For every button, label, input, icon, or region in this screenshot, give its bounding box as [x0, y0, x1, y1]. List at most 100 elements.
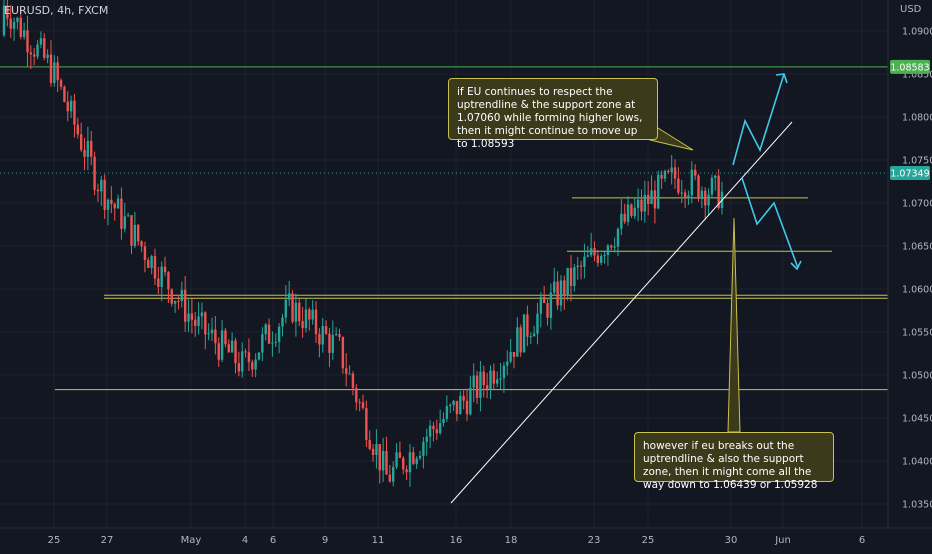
candle-body	[553, 281, 556, 293]
candle-body	[224, 330, 227, 345]
candle-body	[103, 179, 106, 210]
price-tick-label: 1.04500	[902, 414, 932, 425]
candle-body	[46, 54, 49, 58]
candle-body	[230, 340, 234, 353]
candle-body	[254, 359, 257, 370]
candle-body	[116, 198, 120, 209]
price-tick-label: 1.03500	[902, 500, 932, 511]
candle-body	[284, 299, 288, 318]
candle-body	[717, 175, 720, 209]
candle-body	[251, 362, 254, 370]
price-tick-label: 1.06500	[902, 242, 932, 253]
candle-body	[200, 312, 204, 317]
candle-body	[502, 365, 506, 379]
candle-body	[271, 342, 274, 344]
candle-body	[512, 352, 516, 357]
candle-body	[704, 190, 707, 206]
candle-body	[133, 224, 137, 246]
candle-body	[331, 334, 335, 353]
annotation-bullish: if EU continues to respect the uptrendli…	[448, 78, 658, 150]
candle-body	[257, 352, 261, 360]
time-tick-label: 9	[322, 535, 328, 546]
candle-body	[244, 351, 247, 353]
candle-body	[492, 370, 496, 384]
candle-body	[556, 281, 559, 306]
candle-body	[153, 256, 157, 279]
candle-body	[126, 215, 130, 217]
candle-body	[66, 101, 69, 112]
candle-body	[130, 215, 133, 246]
candle-body	[160, 266, 163, 287]
time-tick-label: 6	[270, 535, 276, 546]
candle-body	[620, 213, 623, 229]
candle-body	[636, 199, 640, 208]
candle-body	[445, 406, 449, 419]
candle-body	[100, 179, 103, 192]
bearish-arrowhead	[790, 260, 802, 271]
price-badge-text: 1.08583	[890, 62, 929, 73]
time-tick-label: 23	[588, 535, 601, 546]
candle-body	[693, 169, 697, 176]
candle-body	[589, 248, 593, 256]
candle-body	[86, 140, 90, 157]
price-axis: USD 1.03500 1.04000 1.04500 1.05000 1.05500 1.…	[0, 0, 932, 529]
candle-body	[542, 296, 546, 303]
candle-body	[120, 198, 123, 229]
price-tick-label: 1.09000	[902, 27, 932, 38]
candle-body	[385, 450, 388, 475]
candle-body	[499, 378, 502, 380]
candle-body	[32, 54, 36, 57]
candle-body	[277, 326, 281, 342]
price-tick-label: 1.08500	[902, 70, 932, 81]
candle-body	[26, 30, 29, 53]
candle-body	[157, 278, 160, 287]
candle-body	[287, 293, 291, 300]
candle-body	[264, 324, 267, 335]
candle-body	[143, 246, 147, 261]
price-tick-label: 1.05000	[902, 371, 932, 382]
candle-body	[110, 199, 113, 205]
candle-body	[6, 5, 9, 19]
time-tick-label: 4	[242, 535, 248, 546]
candle-body	[173, 300, 177, 304]
candle-body	[140, 241, 143, 247]
candle-body	[177, 300, 180, 302]
candle-body	[670, 167, 673, 173]
candle-body	[170, 289, 173, 304]
candle-body	[36, 44, 39, 57]
candle-body	[375, 444, 378, 455]
candle-body	[318, 334, 321, 345]
candle-body	[660, 174, 663, 179]
candle-body	[237, 363, 241, 372]
candle-body	[83, 149, 86, 157]
candle-body	[714, 175, 717, 178]
candle-body	[489, 370, 492, 390]
time-axis: 25 27 May 4 6 9 11 16 18 23 25 30 Jun 6	[48, 535, 866, 546]
candle-body	[355, 387, 358, 403]
candle-body	[220, 330, 224, 360]
candle-body	[96, 189, 100, 192]
time-tick-label: May	[181, 535, 202, 546]
candle-body	[610, 245, 613, 248]
candle-body	[519, 327, 522, 353]
candle-body	[22, 30, 26, 37]
candles	[2, 0, 724, 487]
candle-body	[402, 457, 405, 470]
candle-body	[204, 312, 207, 335]
bearish-projection	[741, 177, 799, 269]
candle-body	[593, 248, 596, 256]
candle-body	[29, 52, 33, 55]
candle-body	[690, 169, 694, 196]
candle-body	[274, 341, 277, 343]
candle-body	[657, 174, 660, 209]
candle-body	[298, 302, 301, 322]
price-tick-label: 1.08000	[902, 113, 932, 124]
candle-body	[348, 373, 351, 375]
time-tick-label: 11	[372, 535, 385, 546]
candle-body	[663, 171, 667, 179]
candle-body	[506, 361, 509, 366]
candle-body	[308, 309, 311, 320]
candle-body	[261, 334, 264, 353]
candle-body	[207, 333, 210, 335]
bullish-projection	[732, 73, 785, 166]
